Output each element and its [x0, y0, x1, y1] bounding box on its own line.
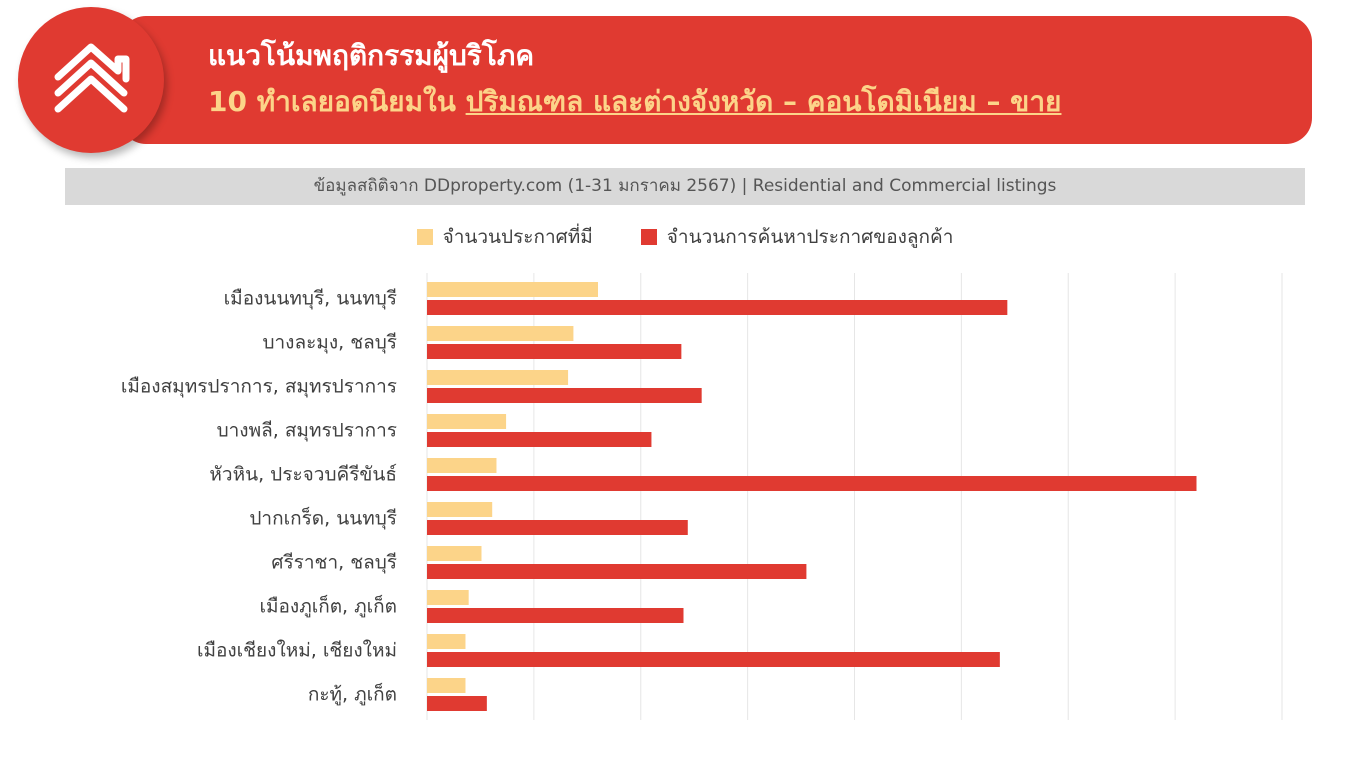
subtitle-prefix: 10 ทำเลยอดนิยมใน	[208, 85, 466, 118]
category-label: ศรีราชา, ชลบุรี	[271, 552, 397, 575]
bar-searches	[427, 432, 652, 447]
category-label: เมืองเชียงใหม่, เชียงใหม่	[197, 640, 397, 662]
bar-searches	[427, 388, 702, 403]
bar-searches	[427, 520, 688, 535]
category-label: เมืองภูเก็ต, ภูเก็ต	[259, 594, 397, 618]
bar-listings	[427, 678, 466, 693]
bar-searches	[427, 564, 807, 579]
page-title: แนวโน้มพฤติกรรมผู้บริโภค	[208, 39, 535, 72]
legend-swatch-searches	[640, 229, 657, 245]
category-label: ปากเกร็ด, นนทบุรี	[249, 506, 397, 531]
bar-listings	[427, 326, 574, 341]
bar-listings	[427, 458, 497, 473]
legend-item-listings: จำนวนประกาศที่มี	[416, 222, 593, 252]
category-label: เมืองนนทบุรี, นนทบุรี	[224, 288, 397, 311]
category-label: หัวหิน, ประจวบคีรีขันธ์	[209, 464, 397, 486]
category-label: บางพลี, สมุทรปราการ	[217, 420, 397, 443]
legend-label-searches: จำนวนการค้นหาประกาศของลูกค้า	[666, 226, 954, 248]
bar-listings	[427, 502, 493, 517]
logo-badge	[18, 7, 164, 153]
chart-legend: จำนวนประกาศที่มี จำนวนการค้นหาประกาศของล…	[0, 222, 1370, 252]
bar-listings	[427, 414, 507, 429]
subtitle-highlight: ปริมณฑล และต่างจังหวัด – คอนโดมิเนียม – …	[465, 85, 1062, 118]
legend-label-listings: จำนวนประกาศที่มี	[442, 226, 593, 248]
bar-searches	[427, 696, 487, 711]
bar-listings	[427, 590, 469, 605]
bar-searches	[427, 652, 1000, 667]
bar-listings	[427, 370, 569, 385]
bar-listings	[427, 282, 598, 297]
bar-listings	[427, 546, 482, 561]
legend-item-searches: จำนวนการค้นหาประกาศของลูกค้า	[640, 222, 954, 252]
bar-listings	[427, 634, 466, 649]
bar-searches	[427, 476, 1197, 491]
category-label: กะทู้, ภูเก็ต	[308, 682, 397, 706]
source-note: ข้อมูลสถิติจาก DDproperty.com (1-31 มกรา…	[65, 168, 1305, 205]
house-chevron-logo-icon	[54, 43, 130, 113]
bar-searches	[427, 300, 1008, 315]
bar-searches	[427, 344, 682, 359]
bar-chart: เมืองนนทบุรี, นนทบุรีบางละมุง, ชลบุรีเมื…	[121, 273, 1283, 720]
bar-searches	[427, 608, 684, 623]
category-label: บางละมุง, ชลบุรี	[262, 332, 397, 355]
legend-swatch-listings	[416, 229, 433, 245]
category-label: เมืองสมุทรปราการ, สมุทรปราการ	[121, 376, 397, 399]
title-banner	[120, 16, 1312, 144]
page-subtitle: 10 ทำเลยอดนิยมใน ปริมณฑล และต่างจังหวัด …	[208, 80, 1061, 124]
